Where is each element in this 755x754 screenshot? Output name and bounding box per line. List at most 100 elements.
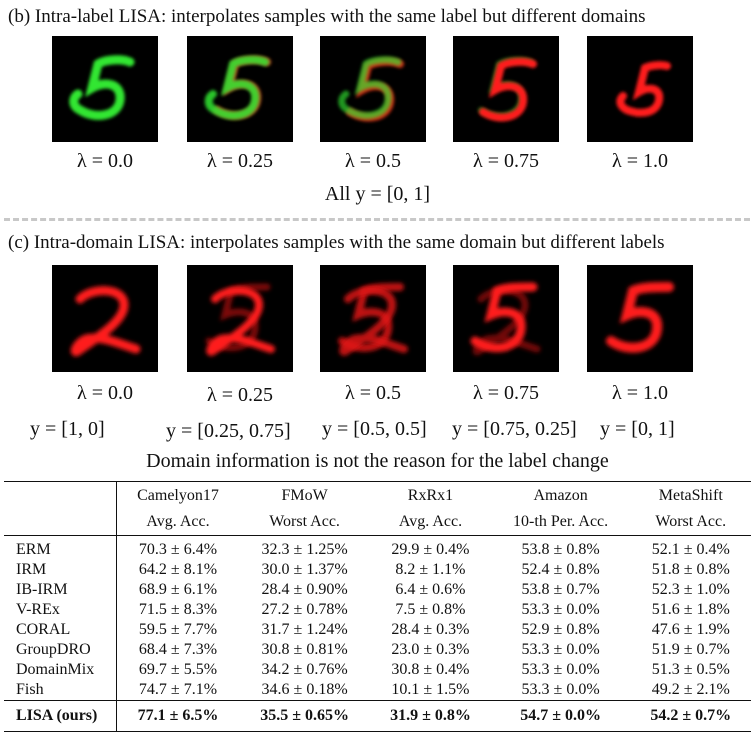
table-cell: 74.7 ± 7.1% — [115, 680, 239, 701]
table-cell: 28.4 ± 0.90% — [261, 581, 348, 598]
table-cell: 54.2 ± 0.7% — [630, 700, 751, 732]
method-name: Fish — [16, 681, 44, 698]
method-name: LISA (ours) — [4, 700, 117, 732]
table-cell: 29.9 ± 0.4% — [391, 541, 470, 558]
intra-label-image-1 — [187, 36, 293, 142]
metric-header: Worst Acc. — [630, 509, 751, 536]
lambda-label: λ = 0.0 — [77, 150, 133, 172]
table-cell: 30.8 ± 0.4% — [391, 661, 470, 678]
table-row: V-REx 71.5 ± 8.3% 27.2 ± 0.78% 7.5 ± 0.8… — [4, 600, 751, 620]
column-header: Camelyon17 — [115, 482, 239, 509]
table-metric-row: Avg. Acc. Worst Acc. Avg. Acc. 10-th Per… — [4, 509, 751, 536]
table-cell: 32.3 ± 1.25% — [261, 541, 348, 558]
metric-header: Worst Acc. — [238, 509, 371, 536]
lambda-label: λ = 0.75 — [473, 150, 539, 172]
panel-divider — [4, 218, 750, 221]
table-header-row: Camelyon17 FMoW RxRx1 Amazon MetaShift — [4, 482, 751, 509]
intra-label-image-4 — [587, 36, 693, 142]
table-cell: 53.3 ± 0.0% — [521, 681, 600, 698]
metric-header: 10-th Per. Acc. — [490, 509, 631, 536]
table-cell: 49.2 ± 2.1% — [651, 681, 730, 698]
table-cell: 52.9 ± 0.8% — [521, 621, 600, 638]
table-top-rule — [4, 481, 751, 482]
table-cell: 53.3 ± 0.0% — [521, 661, 600, 678]
lambda-label: λ = 0.25 — [207, 150, 273, 172]
table-cell: 53.8 ± 0.8% — [521, 541, 600, 558]
lambda-label: λ = 0.5 — [345, 150, 401, 172]
table-row: CORAL 59.5 ± 7.7% 31.7 ± 1.24% 28.4 ± 0.… — [4, 620, 751, 640]
table-cell: 59.5 ± 7.7% — [115, 620, 239, 640]
intra-domain-image-1 — [187, 265, 293, 372]
panel-c-note: Domain information is not the reason for… — [146, 450, 609, 472]
column-header: MetaShift — [658, 486, 723, 504]
method-name: IB-IRM — [16, 581, 68, 598]
panel-b-title: (b) Intra-label LISA: interpolates sampl… — [8, 6, 646, 27]
lambda-label: λ = 0.25 — [207, 384, 273, 406]
table-cell: 6.4 ± 0.6% — [395, 581, 466, 598]
table-cell: 51.9 ± 0.7% — [651, 641, 730, 658]
table-cell: 47.6 ± 1.9% — [651, 621, 730, 638]
method-name: DomainMix — [16, 661, 95, 678]
lambda-label: λ = 1.0 — [612, 150, 668, 172]
table-cell: 30.0 ± 1.37% — [261, 561, 348, 578]
table-cell: 54.7 ± 0.0% — [490, 700, 631, 732]
method-name: GroupDRO — [16, 641, 91, 658]
table-cell: 68.9 ± 6.1% — [115, 580, 239, 600]
table-cell: 31.9 ± 0.8% — [370, 700, 491, 732]
table-row: IB-IRM 68.9 ± 6.1% 28.4 ± 0.90% 6.4 ± 0.… — [4, 580, 751, 600]
table-cell: 52.1 ± 0.4% — [651, 541, 730, 558]
table-cell: 8.2 ± 1.1% — [395, 561, 466, 578]
metric-header: Avg. Acc. — [115, 509, 239, 536]
label-vector: y = [0.5, 0.5] — [322, 418, 427, 440]
intra-domain-image-2 — [320, 265, 426, 372]
table-row-ours: LISA (ours) 77.1 ± 6.5% 35.5 ± 0.65% 31.… — [4, 700, 751, 732]
method-name: ERM — [16, 541, 51, 558]
intra-label-image-2 — [320, 36, 426, 142]
column-header: FMoW — [281, 486, 328, 504]
table-cell: 53.3 ± 0.0% — [521, 641, 600, 658]
table-cell: 64.2 ± 8.1% — [115, 560, 239, 580]
intra-label-image-0 — [52, 36, 158, 142]
lambda-label: λ = 0.0 — [77, 382, 133, 404]
table-cell: 52.4 ± 0.8% — [521, 561, 600, 578]
table-cell: 30.8 ± 0.81% — [261, 641, 348, 658]
table-row: GroupDRO 68.4 ± 7.3% 30.8 ± 0.81% 23.0 ±… — [4, 640, 751, 660]
label-vector: y = [1, 0] — [30, 418, 105, 440]
label-vector: y = [0.25, 0.75] — [166, 420, 291, 442]
table-cell: 34.2 ± 0.76% — [261, 661, 348, 678]
table-cell: 10.1 ± 1.5% — [391, 681, 470, 698]
table-cell: 7.5 ± 0.8% — [395, 601, 466, 618]
table-cell: 34.6 ± 0.18% — [261, 681, 348, 698]
lambda-label: λ = 0.75 — [473, 382, 539, 404]
method-name: IRM — [16, 561, 47, 578]
table-cell: 27.2 ± 0.78% — [261, 601, 348, 618]
table-cell: 31.7 ± 1.24% — [261, 621, 348, 638]
metric-header: Avg. Acc. — [370, 509, 491, 536]
label-vector: y = [0, 1] — [600, 418, 675, 440]
table-cell: 23.0 ± 0.3% — [391, 641, 470, 658]
table-cell: 53.3 ± 0.0% — [521, 601, 600, 618]
table-cell: 51.6 ± 1.8% — [651, 601, 730, 618]
lambda-label: λ = 0.5 — [345, 382, 401, 404]
column-header: Amazon — [533, 486, 588, 504]
intra-domain-image-4 — [587, 265, 693, 372]
table-cell: 51.8 ± 0.8% — [651, 561, 730, 578]
panel-b-label-note: All y = [0, 1] — [324, 183, 431, 205]
table-cell: 35.5 ± 0.65% — [238, 700, 371, 732]
table-cell: 51.3 ± 0.5% — [651, 661, 730, 678]
method-name: CORAL — [16, 621, 71, 638]
intra-label-image-3 — [453, 36, 559, 142]
table-cell: 68.4 ± 7.3% — [115, 640, 239, 660]
intra-domain-image-3 — [453, 265, 559, 372]
results-table: Camelyon17 FMoW RxRx1 Amazon MetaShift A… — [4, 482, 751, 732]
table-cell: 77.1 ± 6.5% — [115, 700, 239, 732]
lambda-label: λ = 1.0 — [612, 382, 668, 404]
table-row: Fish 74.7 ± 7.1% 34.6 ± 0.18% 10.1 ± 1.5… — [4, 680, 751, 701]
table-row: IRM 64.2 ± 8.1% 30.0 ± 1.37% 8.2 ± 1.1% … — [4, 560, 751, 580]
table-cell: 69.7 ± 5.5% — [115, 660, 239, 680]
column-header: RxRx1 — [407, 486, 454, 504]
table-cell: 70.3 ± 6.4% — [115, 535, 239, 560]
table-cell: 52.3 ± 1.0% — [651, 581, 730, 598]
table-cell: 71.5 ± 8.3% — [115, 600, 239, 620]
table-cell: 28.4 ± 0.3% — [391, 621, 470, 638]
